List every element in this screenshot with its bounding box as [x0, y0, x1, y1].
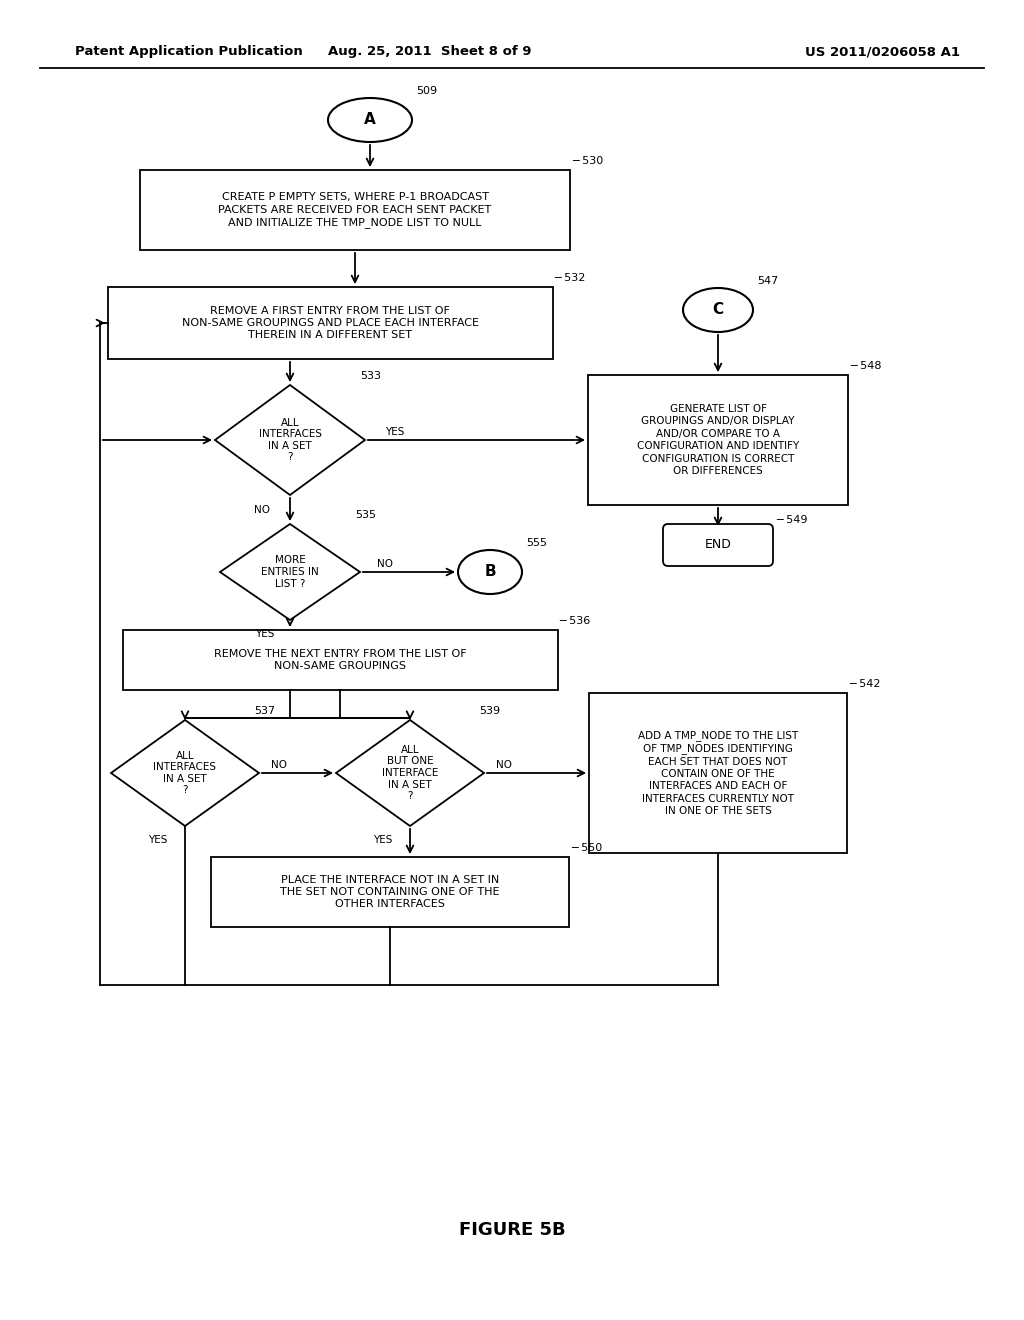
Polygon shape [220, 524, 360, 620]
Text: FIGURE 5B: FIGURE 5B [459, 1221, 565, 1239]
Text: ─ 542: ─ 542 [849, 678, 881, 689]
Text: ALL
INTERFACES
IN A SET
?: ALL INTERFACES IN A SET ? [154, 751, 216, 796]
Text: ─ 548: ─ 548 [850, 360, 882, 371]
Text: YES: YES [147, 836, 167, 845]
Text: ─ 530: ─ 530 [572, 156, 603, 166]
Text: YES: YES [373, 836, 392, 845]
Text: CREATE P EMPTY SETS, WHERE P-1 BROADCAST
PACKETS ARE RECEIVED FOR EACH SENT PACK: CREATE P EMPTY SETS, WHERE P-1 BROADCAST… [218, 193, 492, 228]
Text: Patent Application Publication: Patent Application Publication [75, 45, 303, 58]
Text: ─ 536: ─ 536 [559, 616, 591, 626]
Text: 509: 509 [416, 86, 437, 96]
Bar [588, 375, 848, 506]
Text: 535: 535 [355, 510, 376, 520]
Text: ─ 550: ─ 550 [571, 843, 602, 853]
Bar [123, 630, 557, 690]
Text: ADD A TMP_NODE TO THE LIST
OF TMP_NODES IDENTIFYING
EACH SET THAT DOES NOT
CONTA: ADD A TMP_NODE TO THE LIST OF TMP_NODES … [638, 730, 798, 816]
Bar [108, 286, 553, 359]
Bar [589, 693, 847, 853]
FancyBboxPatch shape [663, 524, 773, 566]
Text: NO: NO [254, 506, 270, 515]
Text: 547: 547 [757, 276, 778, 286]
Text: 539: 539 [479, 706, 500, 715]
Text: US 2011/0206058 A1: US 2011/0206058 A1 [805, 45, 961, 58]
Text: B: B [484, 565, 496, 579]
Text: END: END [705, 539, 731, 552]
Text: MORE
ENTRIES IN
LIST ?: MORE ENTRIES IN LIST ? [261, 556, 318, 589]
Text: REMOVE A FIRST ENTRY FROM THE LIST OF
NON-SAME GROUPINGS AND PLACE EACH INTERFAC: REMOVE A FIRST ENTRY FROM THE LIST OF NO… [181, 306, 478, 341]
Ellipse shape [683, 288, 753, 333]
Ellipse shape [328, 98, 412, 143]
Text: 537: 537 [254, 706, 275, 715]
Text: Aug. 25, 2011  Sheet 8 of 9: Aug. 25, 2011 Sheet 8 of 9 [329, 45, 531, 58]
Text: YES: YES [255, 630, 274, 639]
Polygon shape [111, 719, 259, 826]
Text: GENERATE LIST OF
GROUPINGS AND/OR DISPLAY
AND/OR COMPARE TO A
CONFIGURATION AND : GENERATE LIST OF GROUPINGS AND/OR DISPLA… [637, 404, 799, 477]
Text: C: C [713, 302, 724, 318]
Ellipse shape [458, 550, 522, 594]
Bar [140, 170, 570, 249]
Polygon shape [336, 719, 484, 826]
Text: ─ 532: ─ 532 [555, 273, 586, 282]
Text: ─ 549: ─ 549 [776, 515, 808, 525]
Text: ALL
INTERFACES
IN A SET
?: ALL INTERFACES IN A SET ? [258, 417, 322, 462]
Polygon shape [215, 385, 365, 495]
Bar [211, 857, 569, 927]
Text: ALL
BUT ONE
INTERFACE
IN A SET
?: ALL BUT ONE INTERFACE IN A SET ? [382, 744, 438, 801]
Text: NO: NO [271, 760, 287, 770]
Text: A: A [365, 112, 376, 128]
Text: 555: 555 [526, 539, 547, 548]
Text: PLACE THE INTERFACE NOT IN A SET IN
THE SET NOT CONTAINING ONE OF THE
OTHER INTE: PLACE THE INTERFACE NOT IN A SET IN THE … [281, 875, 500, 909]
Text: NO: NO [496, 760, 512, 770]
Text: NO: NO [377, 558, 393, 569]
Text: 533: 533 [360, 371, 381, 381]
Text: REMOVE THE NEXT ENTRY FROM THE LIST OF
NON-SAME GROUPINGS: REMOVE THE NEXT ENTRY FROM THE LIST OF N… [214, 649, 466, 671]
Text: YES: YES [385, 426, 404, 437]
